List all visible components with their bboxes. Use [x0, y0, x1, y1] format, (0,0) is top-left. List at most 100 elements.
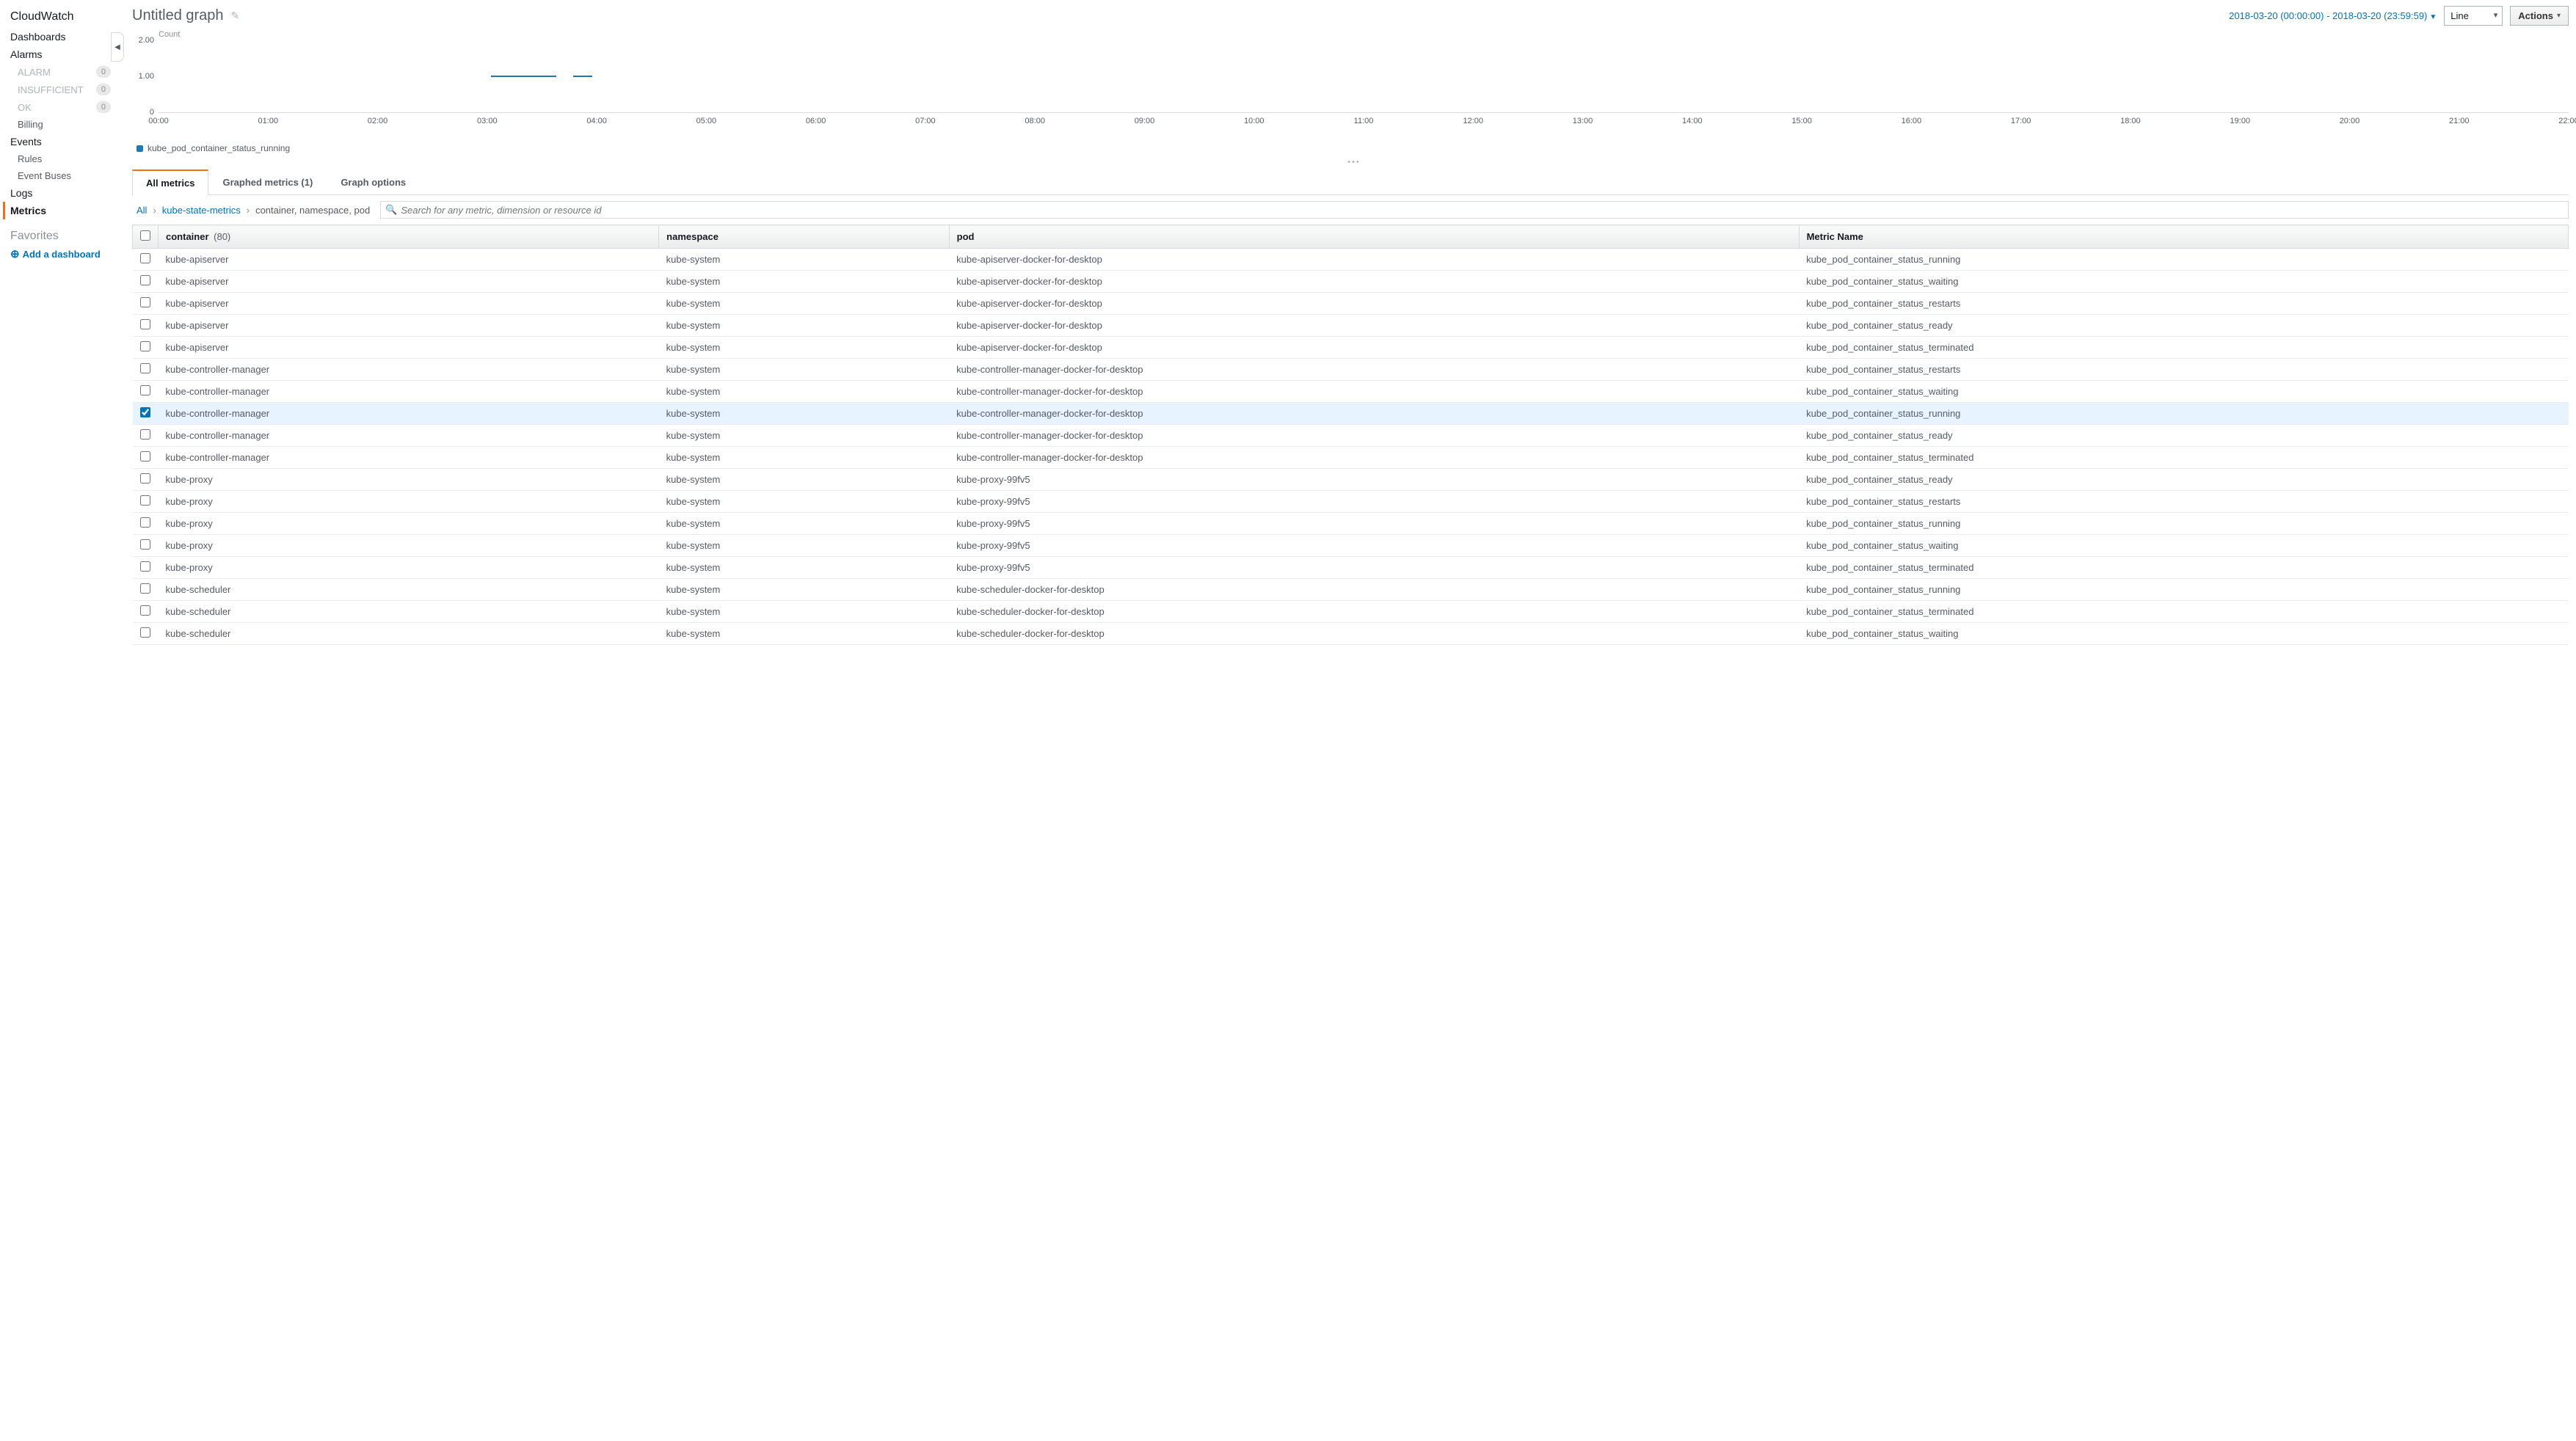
breadcrumb-dimensions: container, namespace, pod — [255, 205, 370, 216]
table-row[interactable]: kube-apiserverkube-systemkube-apiserver-… — [133, 337, 2569, 359]
table-row[interactable]: kube-controller-managerkube-systemkube-c… — [133, 381, 2569, 403]
table-row[interactable]: kube-proxykube-systemkube-proxy-99fv5kub… — [133, 535, 2569, 557]
cell-namespace: kube-system — [659, 513, 949, 535]
add-dashboard-link[interactable]: ⊕ Add a dashboard — [10, 247, 117, 260]
ytick: 1.00 — [132, 72, 154, 81]
sidebar-item-alarm[interactable]: ALARM0 — [10, 63, 117, 81]
table-row[interactable]: kube-apiserverkube-systemkube-apiserver-… — [133, 249, 2569, 271]
cell-pod: kube-apiserver-docker-for-desktop — [949, 337, 1799, 359]
chart-legend[interactable]: kube_pod_container_status_running — [132, 140, 2576, 153]
breadcrumb-namespace[interactable]: kube-state-metrics — [162, 205, 241, 216]
row-checkbox[interactable] — [140, 363, 150, 373]
resize-handle[interactable]: ••• — [132, 153, 2576, 168]
xtick: 19:00 — [2230, 117, 2250, 125]
table-row[interactable]: kube-controller-managerkube-systemkube-c… — [133, 425, 2569, 447]
sidebar-section-metrics[interactable]: Metrics — [3, 202, 117, 219]
cell-pod: kube-scheduler-docker-for-desktop — [949, 601, 1799, 623]
table-row[interactable]: kube-controller-managerkube-systemkube-c… — [133, 359, 2569, 381]
tab-all-metrics[interactable]: All metrics — [132, 169, 208, 195]
row-checkbox[interactable] — [140, 539, 150, 550]
cell-container: kube-controller-manager — [159, 359, 659, 381]
cell-container: kube-scheduler — [159, 623, 659, 645]
cell-namespace: kube-system — [659, 535, 949, 557]
row-checkbox[interactable] — [140, 627, 150, 638]
ytick: 0 — [132, 108, 154, 117]
sidebar-item-ok[interactable]: OK0 — [10, 98, 117, 116]
row-checkbox[interactable] — [140, 297, 150, 307]
metric-search-input[interactable] — [401, 205, 2564, 216]
cell-metric: kube_pod_container_status_waiting — [1799, 535, 2568, 557]
table-row[interactable]: kube-apiserverkube-systemkube-apiserver-… — [133, 271, 2569, 293]
sidebar-item-insufficient[interactable]: INSUFFICIENT0 — [10, 81, 117, 98]
sidebar-section-logs[interactable]: Logs — [10, 184, 117, 202]
xtick: 02:00 — [368, 117, 388, 125]
row-checkbox[interactable] — [140, 429, 150, 439]
xtick: 07:00 — [915, 117, 936, 125]
row-checkbox[interactable] — [140, 407, 150, 417]
table-row[interactable]: kube-proxykube-systemkube-proxy-99fv5kub… — [133, 513, 2569, 535]
xtick: 05:00 — [696, 117, 717, 125]
col-metric[interactable]: Metric Name — [1799, 225, 2568, 249]
sidebar-collapse-handle[interactable]: ◀ — [111, 32, 124, 62]
chart-line-segment — [573, 76, 592, 77]
table-row[interactable]: kube-controller-managerkube-systemkube-c… — [133, 403, 2569, 425]
add-dashboard-label: Add a dashboard — [23, 249, 101, 260]
table-row[interactable]: kube-apiserverkube-systemkube-apiserver-… — [133, 293, 2569, 315]
sidebar-item-billing[interactable]: Billing — [10, 116, 117, 133]
actions-button[interactable]: Actions — [2510, 6, 2569, 26]
select-all-checkbox[interactable] — [140, 230, 150, 241]
cell-metric: kube_pod_container_status_ready — [1799, 425, 2568, 447]
cell-metric: kube_pod_container_status_terminated — [1799, 601, 2568, 623]
table-row[interactable]: kube-apiserverkube-systemkube-apiserver-… — [133, 315, 2569, 337]
col-container[interactable]: container (80) — [159, 225, 659, 249]
chart-type-select[interactable]: Line — [2444, 6, 2503, 26]
tab-graphed-metrics[interactable]: Graphed metrics (1) — [208, 169, 327, 195]
graph-title[interactable]: Untitled graph — [132, 7, 224, 24]
col-pod[interactable]: pod — [949, 225, 1799, 249]
cell-namespace: kube-system — [659, 337, 949, 359]
sidebar-section-alarms[interactable]: Alarms — [10, 45, 117, 63]
row-checkbox[interactable] — [140, 517, 150, 528]
cell-pod: kube-apiserver-docker-for-desktop — [949, 315, 1799, 337]
table-row[interactable]: kube-schedulerkube-systemkube-scheduler-… — [133, 601, 2569, 623]
service-title[interactable]: CloudWatch — [10, 7, 117, 28]
row-checkbox[interactable] — [140, 561, 150, 572]
sidebar-item-rules[interactable]: Rules — [10, 150, 117, 167]
row-checkbox[interactable] — [140, 253, 150, 263]
col-namespace[interactable]: namespace — [659, 225, 949, 249]
cell-container: kube-apiserver — [159, 249, 659, 271]
row-checkbox[interactable] — [140, 451, 150, 462]
tab-graph-options[interactable]: Graph options — [327, 169, 420, 195]
row-checkbox[interactable] — [140, 605, 150, 616]
row-checkbox[interactable] — [140, 583, 150, 594]
row-checkbox[interactable] — [140, 495, 150, 506]
row-checkbox[interactable] — [140, 275, 150, 285]
row-checkbox[interactable] — [140, 341, 150, 351]
timerange-picker[interactable]: 2018-03-20 (00:00:00) - 2018-03-20 (23:5… — [2229, 10, 2437, 21]
table-row[interactable]: kube-schedulerkube-systemkube-scheduler-… — [133, 623, 2569, 645]
cell-container: kube-proxy — [159, 491, 659, 513]
chevron-right-icon: › — [247, 205, 250, 216]
cell-namespace: kube-system — [659, 447, 949, 469]
table-row[interactable]: kube-proxykube-systemkube-proxy-99fv5kub… — [133, 557, 2569, 579]
table-row[interactable]: kube-controller-managerkube-systemkube-c… — [133, 447, 2569, 469]
edit-title-icon[interactable]: ✎ — [231, 10, 240, 22]
cell-pod: kube-apiserver-docker-for-desktop — [949, 293, 1799, 315]
xtick: 22:00 — [2558, 117, 2576, 125]
sidebar-section-events[interactable]: Events — [10, 133, 117, 150]
cell-pod: kube-proxy-99fv5 — [949, 513, 1799, 535]
xtick: 11:00 — [1354, 117, 1374, 125]
breadcrumb-all[interactable]: All — [137, 205, 147, 216]
cell-namespace: kube-system — [659, 315, 949, 337]
row-checkbox[interactable] — [140, 319, 150, 329]
cell-container: kube-proxy — [159, 469, 659, 491]
sidebar-item-event-buses[interactable]: Event Buses — [10, 167, 117, 184]
cell-namespace: kube-system — [659, 271, 949, 293]
table-row[interactable]: kube-proxykube-systemkube-proxy-99fv5kub… — [133, 491, 2569, 513]
row-checkbox[interactable] — [140, 473, 150, 484]
table-row[interactable]: kube-proxykube-systemkube-proxy-99fv5kub… — [133, 469, 2569, 491]
row-checkbox[interactable] — [140, 385, 150, 395]
table-row[interactable]: kube-schedulerkube-systemkube-scheduler-… — [133, 579, 2569, 601]
tab-row: All metrics Graphed metrics (1) Graph op… — [132, 169, 2569, 195]
sidebar-section-dashboards[interactable]: Dashboards — [10, 28, 117, 45]
